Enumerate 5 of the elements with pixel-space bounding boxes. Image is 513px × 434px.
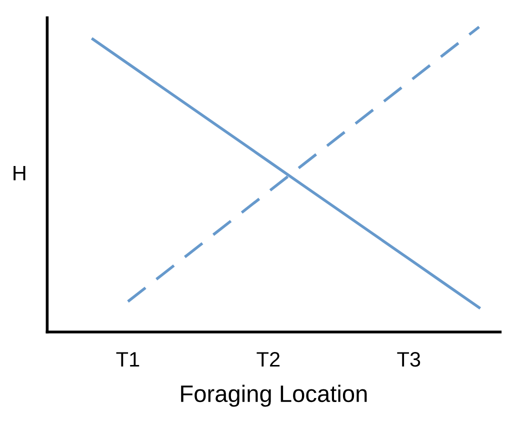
x-axis-title: Foraging Location	[181, 384, 367, 407]
x-tick-label: T3	[397, 352, 420, 367]
y-axis-title: H	[14, 166, 26, 180]
x-tick-label: T2	[256, 352, 280, 367]
x-tick-label: T1	[116, 352, 140, 367]
